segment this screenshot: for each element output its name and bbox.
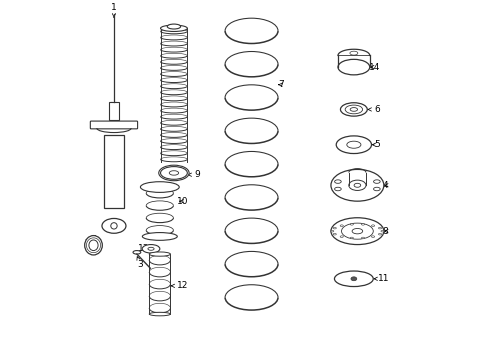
Ellipse shape: [371, 236, 374, 238]
Ellipse shape: [346, 141, 360, 148]
Ellipse shape: [336, 136, 371, 153]
Ellipse shape: [350, 277, 356, 281]
Ellipse shape: [351, 229, 362, 234]
Ellipse shape: [142, 233, 177, 240]
Text: 1: 1: [111, 3, 117, 17]
Ellipse shape: [371, 225, 374, 226]
Ellipse shape: [378, 227, 381, 229]
Ellipse shape: [345, 105, 362, 114]
Ellipse shape: [373, 180, 379, 183]
Ellipse shape: [334, 271, 372, 287]
Ellipse shape: [89, 240, 98, 251]
Text: 7: 7: [278, 80, 284, 89]
Ellipse shape: [341, 223, 372, 239]
Text: 3: 3: [137, 257, 143, 269]
Ellipse shape: [133, 251, 141, 254]
Text: 14: 14: [368, 63, 380, 72]
Ellipse shape: [337, 59, 369, 75]
Ellipse shape: [330, 218, 383, 244]
Ellipse shape: [142, 244, 160, 253]
Ellipse shape: [330, 170, 383, 201]
Ellipse shape: [340, 236, 343, 238]
Ellipse shape: [340, 225, 343, 226]
Ellipse shape: [332, 233, 336, 235]
Ellipse shape: [111, 223, 117, 229]
Ellipse shape: [353, 183, 360, 187]
Ellipse shape: [160, 25, 187, 31]
Text: 6: 6: [367, 105, 379, 114]
Ellipse shape: [340, 103, 366, 116]
Text: 9: 9: [188, 170, 199, 179]
Ellipse shape: [349, 108, 357, 111]
Ellipse shape: [348, 180, 365, 190]
Text: 10: 10: [177, 197, 188, 206]
Ellipse shape: [361, 224, 364, 225]
Ellipse shape: [361, 237, 364, 239]
Text: 12: 12: [171, 282, 188, 290]
Text: 5: 5: [371, 140, 379, 149]
Ellipse shape: [332, 227, 336, 229]
Ellipse shape: [160, 167, 187, 179]
Ellipse shape: [102, 219, 126, 233]
Ellipse shape: [349, 224, 353, 225]
FancyBboxPatch shape: [104, 135, 123, 208]
Ellipse shape: [330, 230, 333, 232]
Ellipse shape: [167, 24, 180, 29]
Ellipse shape: [84, 235, 102, 255]
Text: 2: 2: [84, 235, 95, 248]
Text: 11: 11: [373, 274, 389, 283]
Text: 8: 8: [382, 227, 387, 236]
Ellipse shape: [380, 230, 384, 232]
FancyBboxPatch shape: [90, 121, 137, 129]
Ellipse shape: [334, 180, 341, 183]
Ellipse shape: [149, 252, 170, 256]
Ellipse shape: [149, 312, 170, 316]
Ellipse shape: [349, 237, 353, 239]
Ellipse shape: [147, 247, 154, 250]
FancyBboxPatch shape: [109, 102, 119, 120]
Ellipse shape: [159, 165, 189, 181]
Ellipse shape: [373, 187, 379, 191]
Ellipse shape: [334, 187, 341, 191]
Ellipse shape: [378, 233, 381, 235]
Ellipse shape: [140, 182, 179, 192]
Text: 4: 4: [382, 181, 387, 190]
Text: 13: 13: [138, 244, 156, 253]
Ellipse shape: [169, 171, 178, 175]
